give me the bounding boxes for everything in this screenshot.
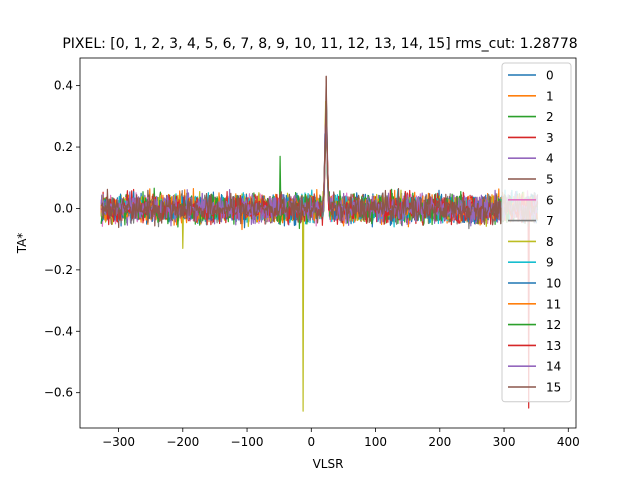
y-tick-label: −0.2 — [44, 263, 73, 277]
legend-label: 7 — [546, 214, 554, 228]
y-axis-label: TA* — [15, 233, 29, 255]
legend-label: 6 — [546, 193, 554, 207]
chart-title: PIXEL: [0, 1, 2, 3, 4, 5, 6, 7, 8, 9, 10… — [62, 36, 577, 52]
legend-label: 8 — [546, 235, 554, 249]
x-tick-label: −200 — [166, 435, 199, 449]
y-axis-ticks: −0.6 −0.4 −0.2 0.0 0.2 0.4 — [44, 79, 80, 400]
legend-label: 2 — [546, 110, 554, 124]
legend-label: 1 — [546, 89, 554, 103]
plot-frame — [79, 57, 577, 429]
x-tick-label: 200 — [428, 435, 451, 449]
legend-label: 14 — [546, 360, 561, 374]
y-tick-label: 0.2 — [54, 140, 73, 154]
series-line-15 — [100, 75, 539, 227]
x-tick-label: 0 — [307, 435, 315, 449]
legend-box — [501, 62, 572, 403]
x-tick-label: −300 — [102, 435, 135, 449]
legend-label: 9 — [546, 256, 554, 270]
x-tick-label: 100 — [364, 435, 387, 449]
x-axis-ticks: −300 −200 −100 0 100 200 300 400 — [102, 428, 580, 449]
x-axis-label: VLSR — [313, 457, 344, 471]
x-tick-label: 300 — [493, 435, 516, 449]
legend-label: 5 — [546, 173, 554, 187]
legend-label: 10 — [546, 277, 561, 291]
legend-label: 12 — [546, 318, 561, 332]
legend-label: 3 — [546, 131, 554, 145]
y-tick-label: 0.0 — [54, 201, 73, 215]
x-tick-label: −100 — [231, 435, 264, 449]
y-tick-label: −0.6 — [44, 386, 73, 400]
legend-label: 13 — [546, 339, 561, 353]
legend-label: 11 — [546, 297, 561, 311]
series-layer — [100, 75, 539, 412]
legend-label: 4 — [546, 152, 554, 166]
x-tick-label: 400 — [557, 435, 580, 449]
legend-label: 15 — [546, 381, 561, 395]
legend-label: 0 — [546, 69, 554, 83]
y-tick-label: 0.4 — [54, 79, 73, 93]
y-tick-label: −0.4 — [44, 324, 73, 338]
